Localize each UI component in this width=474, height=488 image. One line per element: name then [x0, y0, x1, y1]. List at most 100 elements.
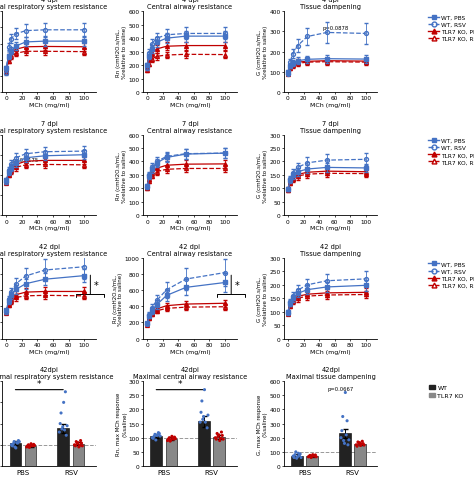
Point: [13, 439, 20, 447]
Bar: [57, 428, 69, 466]
Point: [338, 427, 346, 435]
Point: [27, 443, 34, 450]
Point: [152, 436, 160, 444]
Text: p=0.0878: p=0.0878: [323, 26, 349, 31]
Point: [148, 434, 156, 442]
Title: 4 dpi
Central airway resistance: 4 dpi Central airway resistance: [147, 0, 232, 10]
Title: 7 dpi
Central airway resistance: 7 dpi Central airway resistance: [147, 121, 232, 134]
Point: [10, 438, 18, 446]
Point: [16, 438, 23, 446]
Point: [61, 426, 68, 434]
Point: [8, 441, 15, 449]
Point: [24, 442, 31, 450]
Point: [340, 437, 347, 445]
Point: [170, 435, 177, 443]
Text: *: *: [178, 380, 182, 388]
Point: [168, 432, 176, 440]
Legend: WT, PBS, WT, RSV, TLR7 KO, PBS, TLR7 KO, RSV: WT, PBS, WT, RSV, TLR7 KO, PBS, TLR7 KO,…: [428, 15, 474, 42]
Point: [203, 424, 211, 432]
Bar: [198, 422, 210, 466]
Point: [219, 435, 227, 443]
Point: [64, 422, 71, 430]
Title: 42dpi
Maximal tissue dampening: 42dpi Maximal tissue dampening: [286, 366, 376, 380]
Y-axis label: G (cmH2O.s/mL,
%relative to saline): G (cmH2O.s/mL, %relative to saline): [257, 272, 268, 325]
Point: [305, 452, 313, 460]
Point: [77, 437, 84, 445]
Point: [73, 440, 81, 447]
Point: [308, 452, 316, 460]
Point: [357, 440, 365, 448]
Point: [295, 451, 303, 459]
Y-axis label: Rn, max MCh response
(%saline): Rn, max MCh response (%saline): [116, 392, 127, 455]
Point: [25, 441, 32, 449]
Text: *: *: [93, 280, 98, 290]
Point: [196, 418, 204, 426]
Point: [15, 437, 22, 445]
Text: p=0.0175: p=0.0175: [12, 158, 39, 163]
Point: [199, 416, 207, 424]
Title: 42dpi
Maximal central airway resistance: 42dpi Maximal central airway resistance: [133, 366, 247, 380]
Point: [360, 441, 368, 449]
Point: [76, 442, 83, 449]
Y-axis label: Rn (cmH2O.s/mL,
%relative to saline): Rn (cmH2O.s/mL, %relative to saline): [113, 272, 124, 325]
X-axis label: MCh (mg/ml): MCh (mg/ml): [310, 349, 351, 354]
Title: 42 dpi
Tissue dampening: 42 dpi Tissue dampening: [301, 244, 361, 257]
Y-axis label: G (cmH2O.s/mL,
%relative to saline): G (cmH2O.s/mL, %relative to saline): [257, 149, 268, 202]
Bar: [9, 443, 21, 466]
Legend: WT, PBS, WT, RSV, TLR7 KO, PBS, TLR7 KO, RSV: WT, PBS, WT, RSV, TLR7 KO, PBS, TLR7 KO,…: [428, 138, 474, 166]
Point: [59, 423, 66, 431]
Point: [27, 440, 35, 447]
Point: [55, 428, 63, 436]
Point: [79, 442, 86, 450]
Point: [312, 453, 320, 461]
Text: *: *: [234, 280, 239, 290]
Point: [164, 437, 171, 445]
Point: [345, 436, 353, 444]
Point: [23, 443, 30, 451]
Point: [169, 434, 176, 442]
Point: [356, 439, 364, 447]
Point: [352, 441, 360, 449]
Point: [197, 408, 205, 416]
Point: [212, 435, 220, 443]
Point: [358, 437, 366, 445]
Legend: WT, PBS, WT, RSV, TLR7 KO, PBS, TLR7 KO, RSV: WT, PBS, WT, RSV, TLR7 KO, PBS, TLR7 KO,…: [428, 261, 474, 289]
Bar: [291, 456, 303, 466]
Point: [311, 451, 319, 459]
Point: [172, 435, 179, 443]
Point: [211, 434, 219, 442]
Point: [11, 443, 19, 451]
Point: [201, 386, 208, 394]
Point: [164, 435, 172, 443]
Point: [9, 442, 16, 450]
Point: [293, 454, 301, 462]
Point: [60, 399, 67, 407]
Point: [26, 444, 33, 451]
Point: [63, 431, 70, 439]
Bar: [73, 444, 84, 466]
Point: [292, 448, 300, 456]
Point: [297, 454, 305, 462]
Point: [30, 441, 37, 448]
Legend: WT, TLR7 KO: WT, TLR7 KO: [428, 385, 465, 399]
Point: [28, 442, 36, 449]
Point: [218, 428, 225, 436]
Bar: [354, 444, 366, 466]
Bar: [213, 437, 225, 466]
X-axis label: MCh (mg/ml): MCh (mg/ml): [310, 102, 351, 108]
Point: [75, 443, 82, 451]
Point: [201, 418, 209, 426]
Point: [149, 434, 157, 442]
Point: [353, 443, 361, 450]
Point: [339, 413, 346, 421]
Point: [216, 437, 224, 445]
Title: 7 dpi
Total respiratory system resistance: 7 dpi Total respiratory system resistanc…: [0, 121, 108, 134]
X-axis label: MCh (mg/ml): MCh (mg/ml): [310, 226, 351, 231]
Title: 4 dpi
Tissue dampening: 4 dpi Tissue dampening: [301, 0, 361, 10]
Point: [153, 432, 161, 440]
X-axis label: MCh (mg/ml): MCh (mg/ml): [170, 349, 210, 354]
Point: [357, 442, 365, 449]
Point: [342, 431, 350, 439]
Point: [12, 444, 19, 452]
Title: 42 dpi
Central airway resistance: 42 dpi Central airway resistance: [147, 244, 232, 257]
